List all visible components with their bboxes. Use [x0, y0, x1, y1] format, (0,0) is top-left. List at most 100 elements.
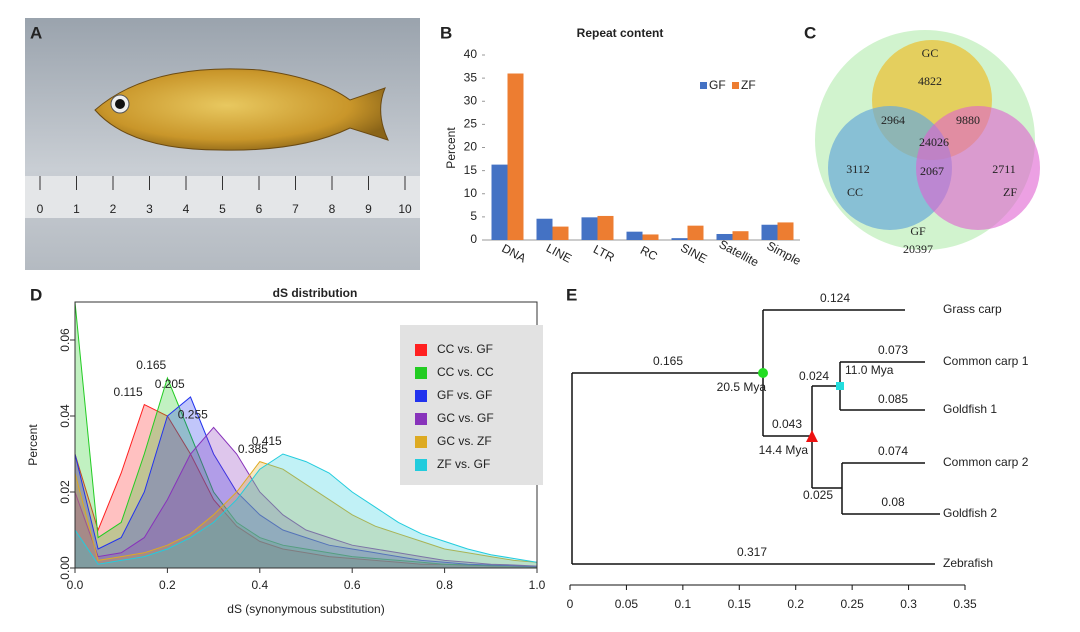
ruler-label: 0 [37, 202, 44, 216]
panel-label: D [30, 285, 42, 304]
y-axis-label: Percent [26, 424, 40, 466]
bar [581, 217, 598, 240]
y-tick-label: 20 [464, 140, 478, 154]
y-tick-label: 10 [464, 186, 478, 200]
leaf-label: Goldfish 2 [943, 506, 997, 520]
x-axis-label: dS (synonymous substitution) [227, 602, 384, 616]
node-marker [836, 382, 844, 390]
y-tick-label: 0.06 [58, 328, 72, 352]
y-tick-label: 25 [464, 117, 478, 131]
y-tick-label: 30 [464, 93, 478, 107]
x-tick-label: 0 [567, 597, 574, 611]
bar [761, 224, 778, 240]
x-tick-label: 0.15 [728, 597, 752, 611]
area [74, 426, 538, 569]
legend-label: GF [709, 78, 726, 92]
bar [536, 218, 553, 240]
bar [507, 73, 524, 240]
branch-label: 0.124 [820, 291, 850, 305]
leaf-label: Common carp 2 [943, 455, 1029, 469]
legend-label: CC vs. CC [437, 365, 494, 379]
y-tick-label: 35 [464, 70, 478, 84]
venn-text: 20397 [903, 242, 933, 256]
legend-swatch [700, 82, 707, 89]
x-tick-label: Simple [764, 238, 803, 268]
panel-label: C [804, 23, 816, 42]
branch-label: 0.025 [803, 488, 833, 502]
ruler-label: 6 [256, 202, 263, 216]
node-age: 14.4 Mya [759, 443, 809, 457]
area [74, 396, 538, 569]
legend-swatch [732, 82, 739, 89]
bar [491, 164, 508, 240]
legend-label: CC vs. GF [437, 342, 493, 356]
y-tick-label: 5 [470, 209, 477, 223]
branch-label: 0.08 [881, 495, 905, 509]
branch-label: 0.043 [772, 417, 802, 431]
legend-swatch [415, 459, 427, 471]
y-tick-label: 0.04 [58, 404, 72, 428]
venn-text: CC [847, 185, 863, 199]
x-tick-label: 0.2 [159, 578, 176, 592]
area [74, 461, 538, 569]
ruler-label: 7 [292, 202, 299, 216]
y-tick-label: 0.02 [58, 480, 72, 504]
fish [94, 68, 389, 151]
x-tick-label: 0.3 [900, 597, 917, 611]
ruler-label: 8 [329, 202, 336, 216]
legend-label: ZF vs. GF [437, 457, 490, 471]
node-marker [758, 368, 768, 378]
y-tick-label: 0 [470, 232, 477, 246]
panel-label: A [30, 23, 42, 42]
peak-label: 0.385 [238, 442, 268, 456]
panel-label: E [566, 285, 577, 304]
venn-text: 2067 [920, 164, 944, 178]
y-tick-label: 0.00 [58, 556, 72, 580]
leaf-label: Grass carp [943, 302, 1002, 316]
legend-swatch [415, 344, 427, 356]
x-tick-label: LINE [544, 241, 574, 266]
x-tick-label: 0.4 [251, 578, 268, 592]
leaf-label: Goldfish 1 [943, 402, 997, 416]
x-tick-label: 1.0 [529, 578, 546, 592]
x-tick-label: 0.2 [787, 597, 804, 611]
peak-label: 0.165 [136, 358, 166, 372]
branch-label: 0.073 [878, 343, 908, 357]
node-age: 20.5 Mya [717, 380, 767, 394]
branch-label: 0.085 [878, 392, 908, 406]
x-tick-label: SINE [678, 241, 709, 267]
x-tick-label: Satellite [717, 237, 762, 270]
venn-text: GF [910, 224, 926, 238]
node-age: 11.0 Mya [845, 363, 894, 377]
node-marker [806, 430, 818, 442]
legend-label: GC vs. ZF [437, 434, 492, 448]
legend-swatch [415, 436, 427, 448]
y-tick-label: 40 [464, 47, 478, 61]
venn-text: 4822 [918, 74, 942, 88]
branch-label: 0.165 [653, 354, 683, 368]
branch-label: 0.317 [737, 545, 767, 559]
bar [626, 231, 643, 240]
venn-text: 24026 [919, 135, 949, 149]
ruler-label: 4 [183, 202, 190, 216]
venn-text: ZF [1003, 185, 1017, 199]
venn-text: 9880 [956, 113, 980, 127]
x-tick-label: 0.05 [615, 597, 639, 611]
set-cc [828, 106, 952, 230]
leaf-label: Zebrafish [943, 556, 993, 570]
chart-title: Repeat content [577, 26, 664, 40]
panel-label: B [440, 23, 452, 42]
y-axis-label: Percent [444, 127, 458, 169]
bar [671, 238, 688, 240]
x-tick-label: RC [638, 243, 660, 264]
set-zf [916, 106, 1040, 230]
area [74, 453, 538, 569]
ruler-label: 5 [219, 202, 226, 216]
peak-label: 0.115 [114, 385, 143, 399]
leaf-label: Common carp 1 [943, 354, 1029, 368]
peak-label: 0.415 [252, 434, 282, 448]
x-tick-label: 0.35 [953, 597, 977, 611]
